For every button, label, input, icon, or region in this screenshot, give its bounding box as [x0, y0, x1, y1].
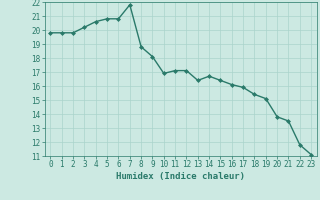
- X-axis label: Humidex (Indice chaleur): Humidex (Indice chaleur): [116, 172, 245, 181]
